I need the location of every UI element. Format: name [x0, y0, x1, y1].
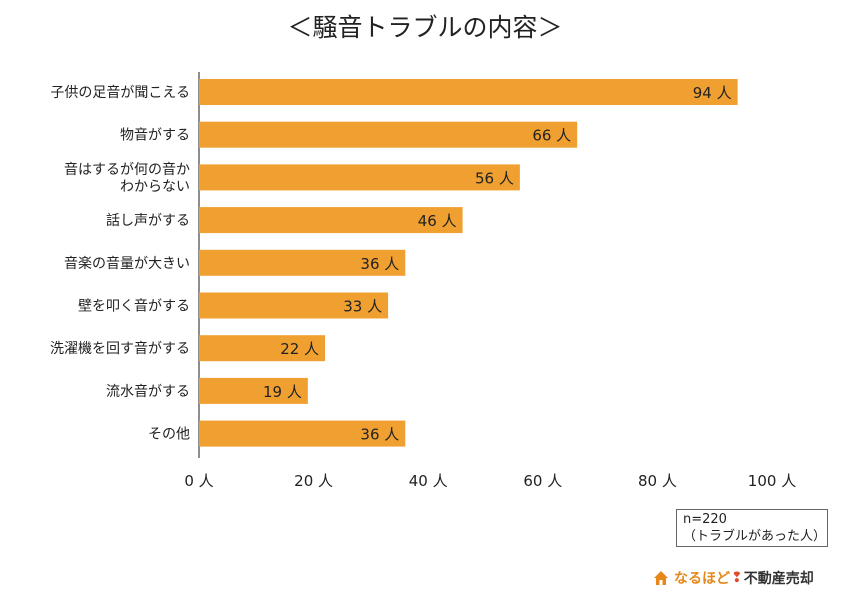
category-label: わからない — [120, 179, 190, 195]
category-label: その他 — [148, 427, 190, 443]
category-label: 話し声がする — [106, 212, 190, 229]
brand-logo: なるほど ❢ 不動産売却 — [652, 566, 814, 590]
data-label: 66 人 — [532, 127, 571, 145]
bar — [199, 292, 389, 319]
data-label: 46 人 — [418, 212, 457, 230]
data-label: 36 人 — [360, 255, 399, 273]
x-tick-label: 100 人 — [748, 472, 796, 490]
brand-name-part2: 不動産売却 — [743, 571, 814, 587]
data-label: 56 人 — [475, 169, 514, 187]
category-label: 流水音がする — [106, 383, 190, 400]
brand-name-part1: なるほど — [674, 571, 730, 587]
data-label: 36 人 — [360, 426, 399, 444]
x-tick-label: 40 人 — [409, 472, 448, 490]
x-tick-label: 60 人 — [523, 472, 562, 490]
category-label: 音楽の音量が大きい — [64, 255, 190, 272]
data-label: 94 人 — [693, 84, 732, 102]
category-label: 物音がする — [120, 127, 190, 144]
sample-note: n=220 （トラブルがあった人） — [676, 509, 828, 547]
data-label: 22 人 — [280, 340, 319, 358]
category-label: 洗濯機を回す音がする — [50, 340, 190, 357]
x-tick-label: 80 人 — [638, 472, 677, 490]
sample-size: n=220 — [683, 512, 727, 527]
house-icon — [654, 571, 668, 585]
brand-mark: ❢ — [731, 570, 743, 586]
bar — [199, 249, 406, 276]
bar — [199, 335, 326, 362]
category-label: 子供の足音が聞こえる — [50, 84, 190, 101]
data-label: 19 人 — [263, 383, 302, 401]
category-label: 壁を叩く音がする — [78, 298, 190, 315]
bar — [199, 377, 308, 404]
bar — [199, 164, 520, 191]
sample-description: （トラブルがあった人） — [683, 529, 827, 544]
x-tick-label: 0 人 — [184, 472, 213, 490]
category-label: 音はするが何の音か — [64, 161, 190, 178]
bar — [199, 121, 578, 148]
bar — [199, 420, 406, 447]
chart-title: ＜騒音トラブルの内容＞ — [287, 13, 563, 42]
bar — [199, 79, 738, 105]
bar — [199, 207, 463, 234]
data-label: 33 人 — [343, 298, 382, 316]
x-tick-label: 20 人 — [294, 472, 333, 490]
